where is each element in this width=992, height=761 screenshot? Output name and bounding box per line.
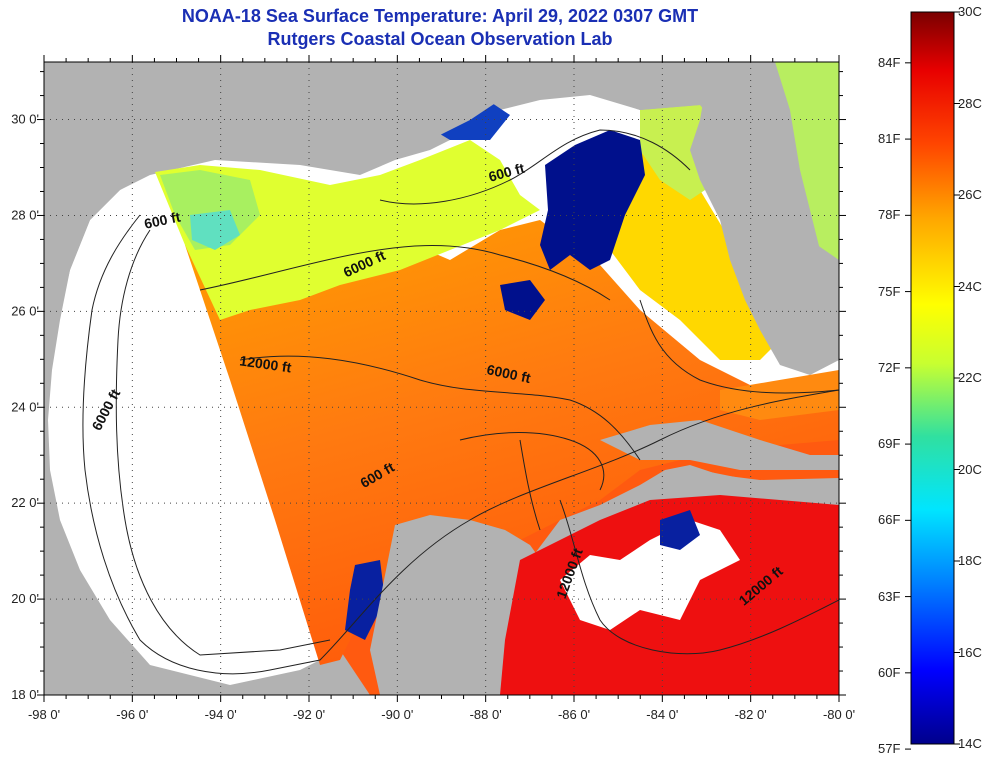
- colorbar-celsius-label: 26C: [958, 187, 982, 202]
- colorbar: [910, 11, 955, 745]
- lon-tick-label: -84 0': [646, 707, 678, 722]
- contour-label: 600 ft: [143, 208, 182, 231]
- graticule: [44, 62, 839, 695]
- axis-ticks: [37, 55, 846, 702]
- latitude-labels: 18 0' 20 0' 22 0' 24 0' 26 0' 28 0' 30 0': [11, 112, 39, 702]
- lon-tick-label: -88 0': [470, 707, 502, 722]
- lon-tick-label: -98 0': [28, 707, 60, 722]
- lat-tick-label: 18 0': [11, 687, 39, 702]
- us-gulf-coast-land: [44, 62, 775, 420]
- cloud-cold-cluster-south: [345, 560, 385, 640]
- lat-tick-label: 20 0': [11, 591, 39, 606]
- florida-land: [690, 62, 839, 375]
- lat-tick-label: 26 0': [11, 303, 39, 318]
- cloud-cold-cluster-small: [500, 280, 545, 320]
- colorbar-ticks: [905, 11, 960, 750]
- bathymetry-contours: [82, 129, 839, 675]
- colorbar-celsius-label: 30C: [958, 4, 982, 19]
- sst-swath-warm: [185, 215, 839, 665]
- colorbar-celsius-label: 16C: [958, 644, 982, 660]
- colorbar-celsius-label: 14C: [958, 736, 982, 751]
- colorbar-celsius-label: 22C: [958, 370, 982, 385]
- lat-tick-label: 22 0': [11, 495, 39, 510]
- lon-tick-label: -86 0': [558, 707, 590, 722]
- florida-west-coast-water: [775, 62, 839, 260]
- sst-swath-yellow-east: [600, 150, 790, 360]
- colorbar-fahrenheit-label: 66F: [878, 512, 901, 528]
- caribbean-cloud-cover: [560, 520, 740, 630]
- lat-tick-label: 30 0': [11, 112, 39, 127]
- colorbar-fahrenheit-label: 75F: [878, 283, 901, 299]
- colorbar-celsius-label: 24C: [958, 278, 982, 294]
- colorbar-fahrenheit-label: 78F: [878, 207, 901, 223]
- colorbar-fahrenheit-label: 84F: [878, 54, 901, 70]
- map-title: NOAA-18 Sea Surface Temperature: April 2…: [181, 6, 699, 26]
- mexico-land: [44, 420, 320, 695]
- lon-tick-label: -94 0': [205, 707, 237, 722]
- lon-tick-label: -80 0': [823, 707, 855, 722]
- colorbar-fahrenheit-label: 69F: [878, 436, 901, 452]
- colorbar-fahrenheit-label: 60F: [878, 664, 901, 680]
- lon-tick-label: -92 0': [293, 707, 325, 722]
- colorbar-fahrenheit-label: 72F: [878, 359, 901, 375]
- colorbar-celsius-label: 28C: [958, 95, 982, 111]
- lat-tick-label: 28 0': [11, 207, 39, 222]
- colorbar-fahrenheit-label: 57F: [878, 741, 901, 757]
- cloud-cold-cluster-central: [540, 130, 645, 270]
- contour-label: 12000 ft: [239, 352, 293, 375]
- sst-swath-teal-patch: [190, 210, 240, 250]
- colorbar-celsius-label: 18C: [958, 553, 982, 568]
- lon-tick-label: -96 0': [116, 707, 148, 722]
- caribbean-cold-clouds: [660, 510, 700, 550]
- colorbar-celsius-label: 20C: [958, 461, 982, 477]
- colorbar-fahrenheit-label: 81F: [878, 131, 901, 147]
- lat-tick-label: 24 0': [11, 399, 39, 414]
- lon-tick-label: -82 0': [735, 707, 767, 722]
- cuba-land: [600, 420, 839, 470]
- colorbar-fahrenheit-label: 63F: [878, 588, 901, 604]
- map-subtitle: Rutgers Coastal Ocean Observation Lab: [267, 29, 613, 49]
- lon-tick-label: -90 0': [381, 707, 413, 722]
- longitude-labels: -98 0' -96 0' -94 0' -92 0' -90 0' -88 0' -86 …: [28, 707, 855, 722]
